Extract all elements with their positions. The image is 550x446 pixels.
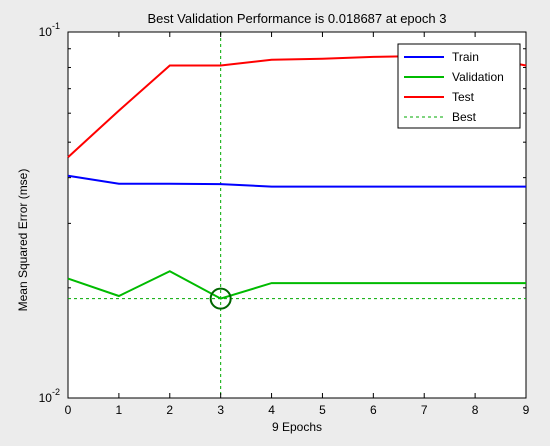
- x-tick-label: 5: [319, 403, 326, 417]
- legend-label-best: Best: [452, 110, 477, 124]
- series-line-train: [67, 174, 526, 188]
- y-tick-label: 10-1: [39, 21, 60, 39]
- x-tick-label: 0: [65, 403, 72, 417]
- legend-label-test: Test: [452, 90, 475, 104]
- y-axis-label: Mean Squared Error (mse): [16, 169, 30, 312]
- legend-label-validation: Validation: [452, 70, 504, 84]
- x-tick-label: 1: [116, 403, 123, 417]
- axis-ticks: 0 1 2 3 4 5 6 7 8 9 10-1 10-2: [39, 21, 530, 417]
- chart-title: Best Validation Performance is 0.018687 …: [148, 11, 447, 26]
- y-tick-label: 10-2: [39, 387, 60, 405]
- best-point-marker: [209, 287, 232, 310]
- x-tick-label: 2: [166, 403, 173, 417]
- series-line-validation: [67, 270, 526, 300]
- x-axis-label: 9 Epochs: [272, 420, 322, 434]
- x-tick-label: 8: [472, 403, 479, 417]
- x-tick-label: 7: [421, 403, 428, 417]
- legend: Train Validation Test Best: [397, 43, 521, 129]
- x-tick-label: 9: [523, 403, 530, 417]
- x-tick-label: 4: [268, 403, 275, 417]
- x-tick-label: 6: [370, 403, 377, 417]
- x-tick-label: 3: [217, 403, 224, 417]
- legend-label-train: Train: [452, 50, 479, 64]
